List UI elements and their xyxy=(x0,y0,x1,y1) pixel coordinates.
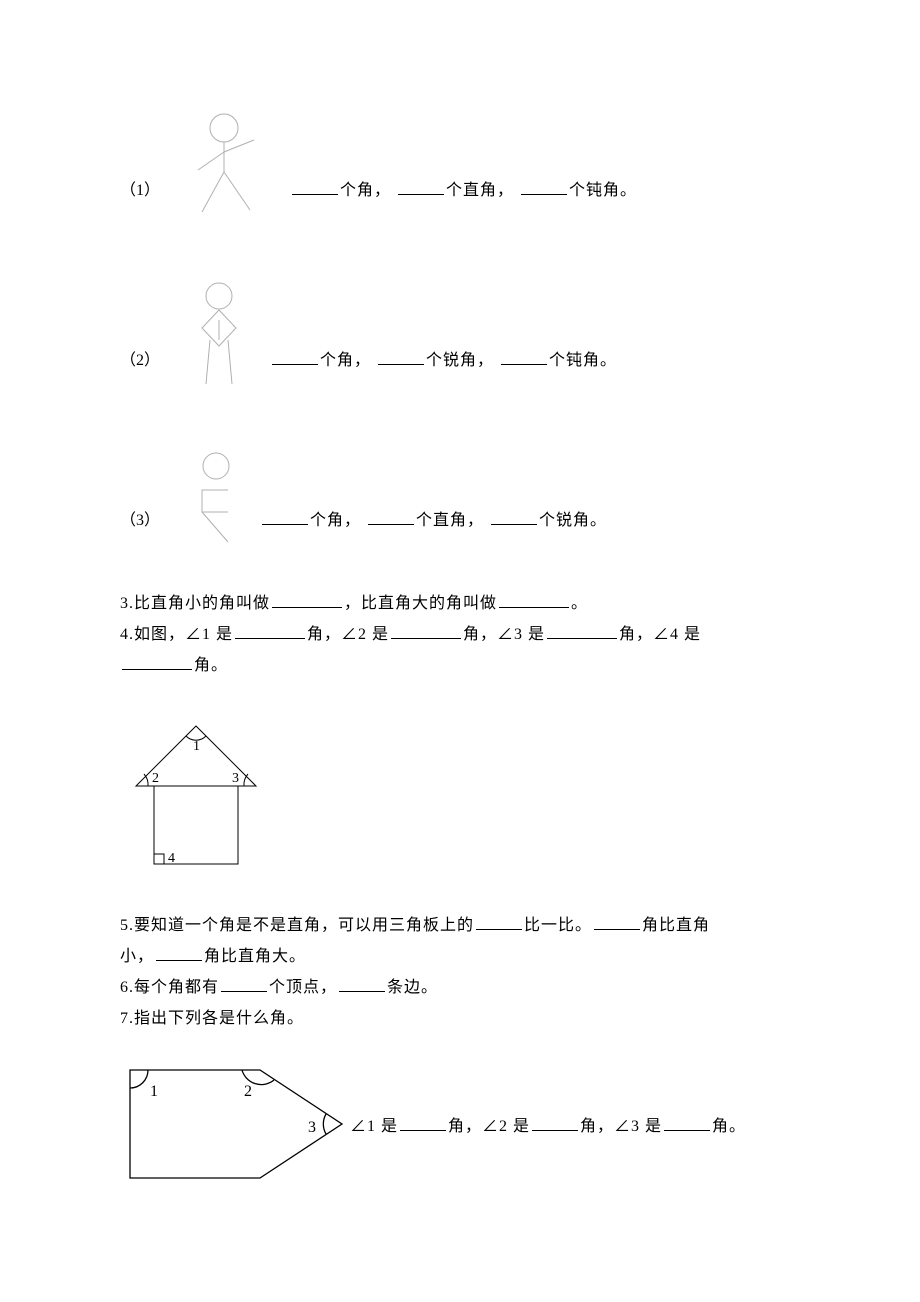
blank xyxy=(594,913,640,930)
blank xyxy=(476,913,522,930)
q5-p5: 角比直角大。 xyxy=(204,948,306,965)
blank xyxy=(272,348,318,365)
q2-t1: 个角， xyxy=(320,352,371,369)
q2-t2: 个锐角， xyxy=(426,352,494,369)
q4-p2: 角，∠2 是 xyxy=(307,626,389,643)
q3t-prefix: 3.比直角小的角叫做 xyxy=(120,595,270,612)
q2-text: 个角， 个锐角， 个钝角。 xyxy=(270,346,617,390)
q5-p4: 小， xyxy=(120,948,154,965)
q6-p1: 6.每个角都有 xyxy=(120,979,219,996)
q3-figure xyxy=(184,450,244,550)
question-3: （3） 个角， 个直角， 个锐角。 xyxy=(120,450,800,550)
q1-t1: 个角， xyxy=(340,182,391,199)
svg-text:4: 4 xyxy=(168,851,175,866)
blank xyxy=(262,508,308,525)
q4-figure: 1 2 3 4 xyxy=(124,716,800,876)
blank xyxy=(547,622,617,639)
worksheet-page: （1） 个角， 个直角， 个钝角。 （2） xyxy=(0,0,920,1250)
svg-text:3: 3 xyxy=(308,1119,316,1136)
question-5-text: 5.要知道一个角是不是直角，可以用三角板上的 比一比。 角比直角 xyxy=(120,912,800,941)
q1-t3: 个钝角。 xyxy=(569,182,637,199)
q2-figure xyxy=(184,280,254,390)
blank xyxy=(292,178,338,195)
q7-p2: 角，∠2 是 xyxy=(448,1118,530,1135)
blank xyxy=(156,944,202,961)
q3-num: （3） xyxy=(120,506,160,550)
q3-t2: 个直角， xyxy=(416,512,484,529)
blank xyxy=(368,508,414,525)
q1-t2: 个直角， xyxy=(446,182,514,199)
blank xyxy=(221,975,267,992)
blank xyxy=(235,622,305,639)
blank xyxy=(272,591,342,608)
blank xyxy=(400,1114,446,1131)
q6-p2: 个顶点， xyxy=(269,979,337,996)
q4-p3: 角，∠3 是 xyxy=(463,626,545,643)
q1-figure xyxy=(184,110,274,220)
q7-text: ∠1 是 角，∠2 是 角，∠3 是 角。 xyxy=(350,1112,746,1190)
q4-p4: 角，∠4 是 xyxy=(619,626,701,643)
q5-p2: 比一比。 xyxy=(524,917,592,934)
q3-t3: 个锐角。 xyxy=(539,512,607,529)
blank xyxy=(378,348,424,365)
q2-num: （2） xyxy=(120,346,160,390)
blank xyxy=(501,348,547,365)
question-2: （2） 个角， 个锐角， 个钝角。 xyxy=(120,280,800,390)
blank xyxy=(122,653,192,670)
question-5-text-line2: 小， 角比直角大。 xyxy=(120,943,800,972)
svg-text:1: 1 xyxy=(193,739,200,754)
blank xyxy=(521,178,567,195)
q3t-suffix: 。 xyxy=(571,595,588,612)
blank xyxy=(532,1114,578,1131)
blank xyxy=(491,508,537,525)
question-7-title: 7.指出下列各是什么角。 xyxy=(120,1005,800,1034)
question-1: （1） 个角， 个直角， 个钝角。 xyxy=(120,110,800,220)
question-3-text: 3.比直角小的角叫做 ，比直角大的角叫做 。 xyxy=(120,590,800,619)
svg-text:1: 1 xyxy=(150,1083,158,1100)
blank xyxy=(391,622,461,639)
question-6-text: 6.每个角都有 个顶点， 条边。 xyxy=(120,974,800,1003)
q2-t3: 个钝角。 xyxy=(549,352,617,369)
q1-num: （1） xyxy=(120,176,160,220)
q4-p5: 角。 xyxy=(194,657,228,674)
question-4-text: 4.如图，∠1 是 角，∠2 是 角，∠3 是 角，∠4 是 xyxy=(120,621,800,650)
q3-text: 个角， 个直角， 个锐角。 xyxy=(260,506,607,550)
q7-p3: 角，∠3 是 xyxy=(580,1118,662,1135)
q7-figure: 1 2 3 xyxy=(120,1060,350,1190)
q1-text: 个角， 个直角， 个钝角。 xyxy=(290,176,637,220)
svg-text:2: 2 xyxy=(244,1083,252,1100)
blank xyxy=(499,591,569,608)
svg-text:3: 3 xyxy=(232,771,239,786)
question-7-row: 1 2 3 ∠1 是 角，∠2 是 角，∠3 是 角。 xyxy=(120,1060,800,1190)
blank xyxy=(339,975,385,992)
blank xyxy=(398,178,444,195)
q7-p1: ∠1 是 xyxy=(350,1118,398,1135)
q4-p1: 4.如图，∠1 是 xyxy=(120,626,233,643)
q6-p3: 条边。 xyxy=(387,979,438,996)
question-4-text-line2: 角。 xyxy=(120,652,800,681)
q3-t1: 个角， xyxy=(310,512,361,529)
svg-text:2: 2 xyxy=(152,771,159,786)
blank xyxy=(664,1114,710,1131)
q5-p1: 5.要知道一个角是不是直角，可以用三角板上的 xyxy=(120,917,474,934)
q5-p3: 角比直角 xyxy=(642,917,710,934)
q3t-mid: ，比直角大的角叫做 xyxy=(344,595,497,612)
q7-p4: 角。 xyxy=(712,1118,746,1135)
